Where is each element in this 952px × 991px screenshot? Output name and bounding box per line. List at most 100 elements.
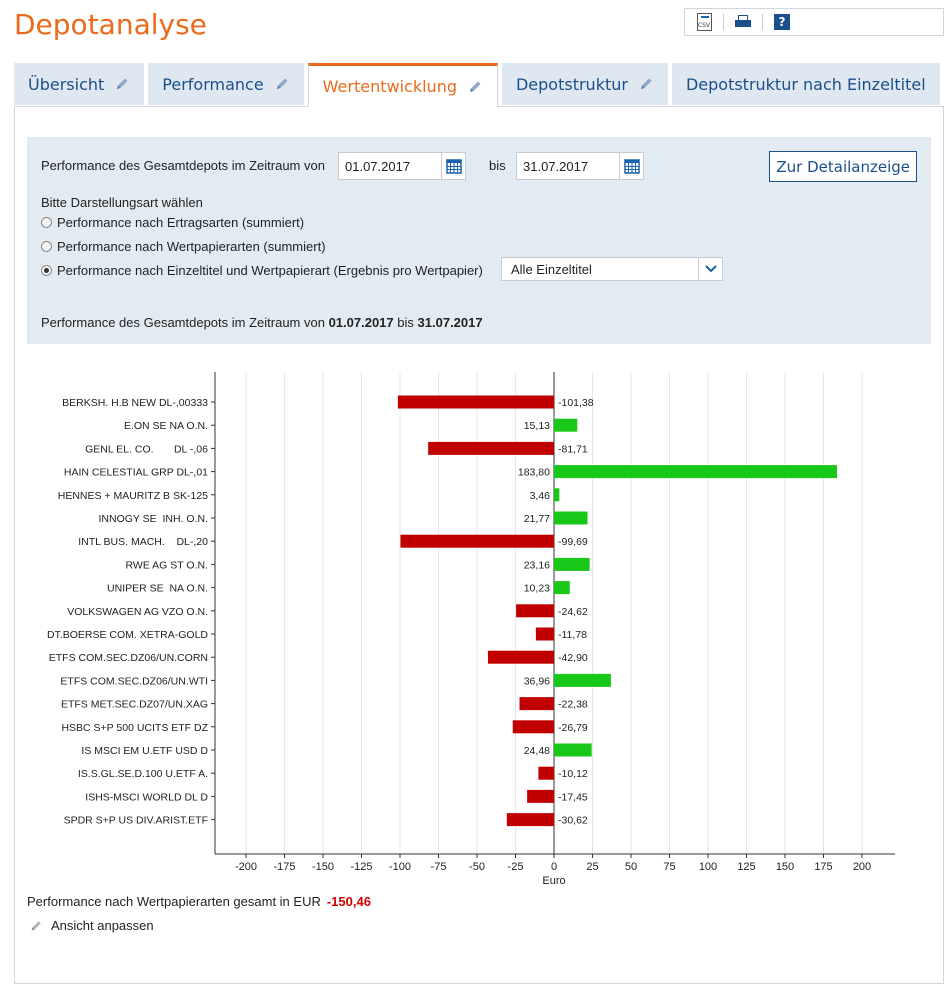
data-label: -99,69 — [558, 536, 588, 548]
content-panel: Performance des Gesamtdepots im Zeitraum… — [14, 106, 944, 984]
toolbar: CSV ? — [684, 8, 944, 36]
category-label: INNOGY SE INH. O.N. — [99, 513, 209, 525]
help-button[interactable]: ? — [763, 9, 801, 35]
data-label: -42,90 — [558, 652, 588, 664]
calendar-button[interactable] — [619, 153, 643, 179]
data-bar — [519, 697, 554, 711]
tab-performance[interactable]: Performance — [148, 63, 304, 105]
data-bar — [535, 627, 554, 641]
period-summary-to: 31.07.2017 — [417, 315, 483, 330]
x-tick-label: 200 — [853, 861, 871, 873]
chevron-down-icon[interactable] — [698, 258, 722, 280]
tab-label: Übersicht — [28, 74, 105, 94]
tab-uebersicht[interactable]: Übersicht — [14, 63, 145, 105]
radio-button[interactable] — [41, 217, 52, 228]
print-button[interactable] — [724, 9, 762, 35]
radio-label: Performance nach Einzeltitel und Wertpap… — [57, 263, 483, 278]
x-tick-label: -75 — [431, 861, 447, 873]
x-tick-label: -100 — [389, 861, 411, 873]
category-label: ISHS-MSCI WORLD DL D — [85, 791, 208, 803]
help-icon: ? — [774, 14, 790, 30]
data-bar — [506, 813, 554, 827]
category-label: INTL BUS. MACH. DL-,20 — [78, 536, 208, 548]
period-summary-from: 01.07.2017 — [328, 315, 394, 330]
data-bar — [554, 557, 590, 571]
pencil-icon[interactable] — [467, 79, 483, 95]
radio-label: Performance nach Ertragsarten (summiert) — [57, 215, 305, 230]
csv-export-button[interactable]: CSV — [685, 9, 723, 35]
data-bar — [554, 673, 611, 687]
x-tick-label: -25 — [508, 861, 524, 873]
data-label: -30,62 — [558, 815, 588, 827]
pencil-icon — [31, 920, 41, 930]
x-tick-label: -125 — [350, 861, 372, 873]
data-bar — [527, 789, 554, 803]
toolbar-divider — [762, 14, 763, 30]
category-label: DT.BOERSE COM. XETRA-GOLD — [47, 629, 208, 641]
period-summary: Performance des Gesamtdepots im Zeitraum… — [41, 315, 483, 330]
radio-button[interactable] — [41, 241, 52, 252]
data-bar — [538, 766, 554, 780]
adjust-view-link[interactable]: Ansicht anpassen — [29, 918, 154, 933]
pencil-icon[interactable] — [638, 76, 654, 92]
data-bar — [554, 465, 838, 479]
category-label: SPDR S+P US DIV.ARIST.ETF — [64, 815, 208, 827]
einzeltitel-select[interactable]: Alle Einzeltitel — [501, 257, 723, 281]
from-date-field[interactable]: 01.07.2017 — [338, 152, 466, 180]
period-summary-mid: bis — [397, 315, 414, 330]
x-tick-label: -175 — [273, 861, 295, 873]
total-value: -150,46 — [326, 894, 371, 909]
category-label: HSBC S+P 500 UCITS ETF DZ — [61, 722, 208, 734]
category-label: VOLKSWAGEN AG VZO O.N. — [67, 606, 208, 618]
data-label: 36,96 — [524, 675, 550, 687]
page-title: Depotanalyse — [14, 8, 207, 41]
data-label: -10,12 — [558, 768, 588, 780]
data-bar — [516, 604, 554, 618]
radio-einzeltitel[interactable]: Performance nach Einzeltitel und Wertpap… — [41, 263, 483, 278]
data-bar — [487, 650, 554, 664]
tab-label: Depotstruktur nach Einzeltitel — [685, 74, 926, 94]
data-label: -101,38 — [558, 397, 594, 409]
category-label: HAIN CELESTIAL GRP DL-,01 — [64, 467, 208, 479]
tab-depotstruktur[interactable]: Depotstruktur — [501, 63, 668, 105]
data-bar — [554, 581, 570, 595]
x-tick-label: -150 — [312, 861, 334, 873]
radio-ertragsarten[interactable]: Performance nach Ertragsarten (summiert) — [41, 215, 304, 230]
filter-box: Performance des Gesamtdepots im Zeitraum… — [27, 137, 931, 344]
to-date-field[interactable]: 31.07.2017 — [516, 152, 644, 180]
tab-label: Wertentwicklung — [322, 77, 457, 96]
x-tick-label: 0 — [551, 861, 557, 873]
period-label: Performance des Gesamtdepots im Zeitraum… — [41, 158, 325, 173]
data-bar — [554, 743, 592, 757]
detail-view-button[interactable]: Zur Detailanzeige — [769, 151, 917, 182]
x-tick-label: 125 — [737, 861, 755, 873]
pencil-icon[interactable] — [114, 76, 130, 92]
tab-depotstruktur-einzeltitel[interactable]: Depotstruktur nach Einzeltitel — [671, 63, 940, 105]
data-label: -26,79 — [558, 722, 588, 734]
print-icon — [735, 15, 751, 29]
select-value: Alle Einzeltitel — [511, 261, 592, 277]
tab-wertentwicklung[interactable]: Wertentwicklung — [307, 63, 498, 107]
calendar-button[interactable] — [441, 153, 465, 179]
data-label: -22,38 — [558, 699, 588, 711]
category-label: GENL EL. CO. DL -,06 — [85, 443, 208, 455]
category-label: HENNES + MAURITZ B SK-125 — [58, 490, 208, 502]
data-bar — [554, 511, 588, 525]
tab-label: Performance — [162, 74, 264, 94]
category-label: UNIPER SE NA O.N. — [107, 583, 208, 595]
data-label: 3,46 — [530, 490, 551, 502]
category-label: E.ON SE NA O.N. — [124, 420, 208, 432]
toolbar-divider — [723, 14, 724, 30]
data-label: 15,13 — [524, 420, 550, 432]
radio-button-selected[interactable] — [41, 265, 52, 276]
category-label: ETFS COM.SEC.DZ06/UN.CORN — [49, 652, 208, 664]
data-bar — [512, 720, 554, 734]
data-label: 183,80 — [518, 467, 550, 479]
radio-wertpapierarten[interactable]: Performance nach Wertpapierarten (summie… — [41, 239, 326, 254]
category-label: ETFS COM.SEC.DZ06/UN.WTI — [60, 675, 208, 687]
pencil-icon[interactable] — [274, 76, 290, 92]
performance-total: Performance nach Wertpapierarten gesamt … — [27, 894, 371, 909]
data-bar — [554, 418, 578, 432]
x-tick-label: 75 — [663, 861, 675, 873]
category-label: RWE AG ST O.N. — [126, 559, 208, 571]
